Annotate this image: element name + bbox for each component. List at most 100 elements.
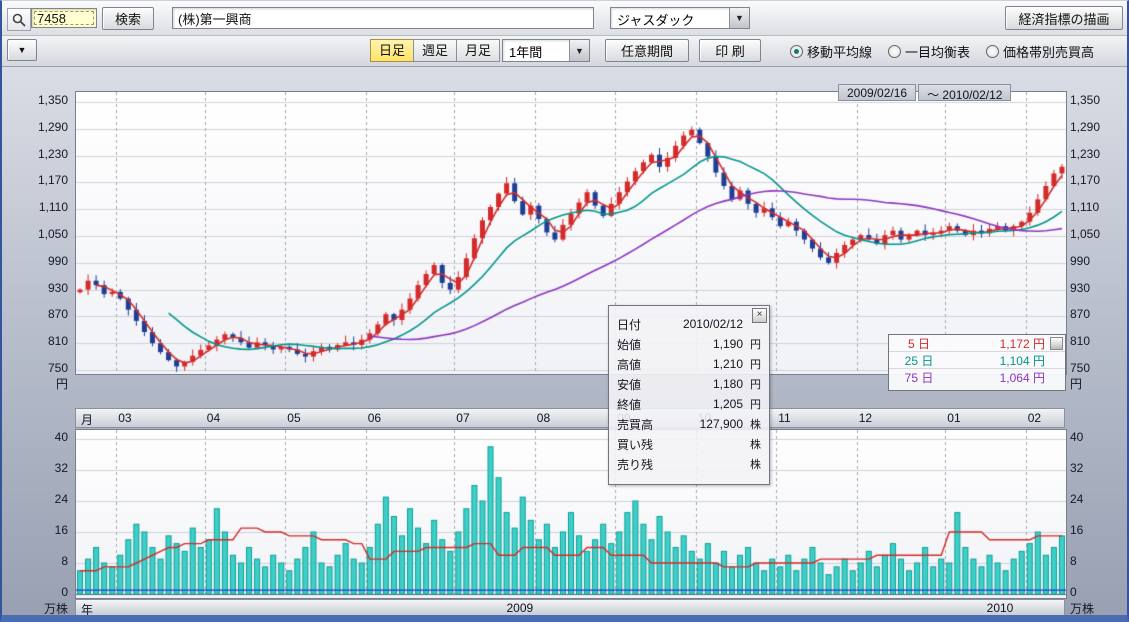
legend-row: 25 日1,104 円 xyxy=(889,352,1065,369)
price-axis-label-right: 930 xyxy=(1070,281,1090,295)
price-chart[interactable] xyxy=(75,91,1067,375)
tooltip-row-unit: 円 xyxy=(743,336,761,352)
volume-axis-label-right: 24 xyxy=(1070,492,1083,506)
radio-icon xyxy=(986,45,999,58)
stock-chart-app: 検索 ジャスダック ▼ 経済指標の描画 ▼ 日足 週足 月足 1年間 ▼ 任意期… xyxy=(0,0,1129,622)
price-axis-label-right: 870 xyxy=(1070,307,1090,321)
date-separator: ～ xyxy=(927,88,939,102)
tooltip-row-value: 2010/02/12 xyxy=(669,317,743,331)
chevron-down-icon[interactable]: ▼ xyxy=(569,40,589,61)
month-axis-label: 04 xyxy=(207,411,220,425)
radio-label: 一目均衡表 xyxy=(905,42,970,61)
price-axis-label-right: 750 xyxy=(1070,361,1090,375)
year-axis-label: 2009 xyxy=(507,601,534,615)
tooltip-row-unit: 円 xyxy=(743,356,761,372)
price-axis-unit-left: 円 xyxy=(2,375,68,392)
tooltip-row: 買い残株 xyxy=(609,434,769,454)
month-axis-label: 05 xyxy=(287,411,300,425)
volume-axis-label-left: 0 xyxy=(2,585,68,599)
chevron-down-icon: ▼ xyxy=(18,45,27,55)
price-axis-label-left: 1,050 xyxy=(2,227,68,241)
tooltip-rows: 日付2010/02/12始値1,190円高値1,210円安値1,180円終値1,… xyxy=(609,314,769,474)
volume-axis-label-right: 32 xyxy=(1070,461,1083,475)
price-tooltip: × 日付2010/02/12始値1,190円高値1,210円安値1,180円終値… xyxy=(608,305,770,485)
period-select-value: 1年間 xyxy=(503,40,569,61)
tooltip-row-label: 売買高 xyxy=(617,416,669,433)
month-axis-label: 11 xyxy=(778,411,790,425)
indicator-radio-group: 移動平均線 一目均衡表 価格帯別売買高 xyxy=(790,41,1094,61)
price-axis-label-left: 1,290 xyxy=(2,120,68,134)
print-button[interactable]: 印 刷 xyxy=(699,39,761,62)
month-axis-label: 07 xyxy=(456,411,469,425)
legend-row-label: 25 日 xyxy=(895,352,943,369)
tooltip-row-unit: 株 xyxy=(743,456,761,472)
tab-daily[interactable]: 日足 xyxy=(370,39,414,62)
price-axis-label-right: 810 xyxy=(1070,334,1090,348)
price-axis-label-left: 870 xyxy=(2,307,68,321)
month-axis-label: 02 xyxy=(1028,411,1041,425)
volume-axis-label-left: 40 xyxy=(2,430,68,444)
year-axis-title: 年 xyxy=(81,601,93,618)
economic-indicator-button[interactable]: 経済指標の描画 xyxy=(1005,6,1123,30)
tooltip-row: 高値1,210円 xyxy=(609,354,769,374)
stock-code-input[interactable] xyxy=(31,8,97,28)
month-axis-label: 06 xyxy=(368,411,381,425)
radio-icon xyxy=(888,45,901,58)
volume-axis-label-right: 40 xyxy=(1070,430,1083,444)
volume-axis-label-left: 24 xyxy=(2,492,68,506)
tooltip-row-unit: 円 xyxy=(743,376,761,392)
volume-axis-label-left: 32 xyxy=(2,461,68,475)
stock-name-input[interactable] xyxy=(172,7,594,29)
legend-row: 75 日1,064 円 xyxy=(889,369,1065,386)
period-tabs: 日足 週足 月足 xyxy=(370,39,500,62)
search-button[interactable]: 検索 xyxy=(102,7,154,30)
legend-row-value: 1,104 円 xyxy=(943,352,1059,369)
tooltip-row: 安値1,180円 xyxy=(609,374,769,394)
market-select[interactable]: ジャスダック ▼ xyxy=(610,7,750,29)
tooltip-row-unit: 株 xyxy=(743,416,761,432)
tooltip-row-value: 1,190 xyxy=(669,337,743,351)
tooltip-row-label: 安値 xyxy=(617,376,669,393)
date-to-box: ～ 2010/02/12 xyxy=(918,84,1011,101)
date-from: 2009/02/16 xyxy=(838,84,916,101)
chevron-down-icon[interactable]: ▼ xyxy=(729,8,749,28)
period-select[interactable]: 1年間 ▼ xyxy=(502,39,590,62)
radio-ichimoku[interactable]: 一目均衡表 xyxy=(888,42,970,61)
price-axis-label-left: 1,110 xyxy=(2,200,68,214)
tooltip-row-value: 1,210 xyxy=(669,357,743,371)
tooltip-row-label: 終値 xyxy=(617,396,669,413)
ma-legend: 5 日1,172 円25 日1,104 円75 日1,064 円 xyxy=(888,334,1066,391)
month-axis-label: 08 xyxy=(537,411,550,425)
year-axis-label: 2010 xyxy=(987,601,1014,615)
radio-moving-average[interactable]: 移動平均線 xyxy=(790,42,872,61)
legend-collapse-button[interactable] xyxy=(1050,337,1063,350)
volume-axis-unit-right: 万株 xyxy=(1070,600,1094,617)
price-axis-label-right: 1,050 xyxy=(1070,227,1100,241)
volume-axis-unit-left: 万株 xyxy=(2,600,68,617)
top-toolbar: 検索 ジャスダック ▼ 経済指標の描画 xyxy=(2,1,1127,36)
custom-period-button[interactable]: 任意期間 xyxy=(605,39,689,62)
tab-monthly[interactable]: 月足 xyxy=(456,39,500,62)
legend-row-label: 5 日 xyxy=(895,335,943,352)
tooltip-row-label: 始値 xyxy=(617,336,669,353)
volume-chart[interactable] xyxy=(75,429,1067,599)
radio-volume-by-price[interactable]: 価格帯別売買高 xyxy=(986,42,1094,61)
price-axis-label-right: 1,230 xyxy=(1070,147,1100,161)
volume-axis-label-left: 8 xyxy=(2,554,68,568)
search-icon xyxy=(7,8,31,31)
tab-weekly[interactable]: 週足 xyxy=(413,39,457,62)
price-axis-label-left: 1,230 xyxy=(2,147,68,161)
expand-panel-button[interactable]: ▼ xyxy=(7,39,37,61)
price-axis-label-left: 810 xyxy=(2,334,68,348)
price-axis-label-left: 990 xyxy=(2,254,68,268)
tooltip-row: 日付2010/02/12 xyxy=(609,314,769,334)
legend-rows: 5 日1,172 円25 日1,104 円75 日1,064 円 xyxy=(889,335,1065,386)
price-axis-label-left: 1,170 xyxy=(2,173,68,187)
volume-axis-label-right: 8 xyxy=(1070,554,1077,568)
month-axis xyxy=(75,408,1065,428)
chart-toolbar: ▼ 日足 週足 月足 1年間 ▼ 任意期間 印 刷 移動平均線 一目均衡表 価格… xyxy=(2,36,1127,67)
price-axis-label-left: 930 xyxy=(2,281,68,295)
month-axis-label: 03 xyxy=(118,411,131,425)
tooltip-row-value: 127,900 xyxy=(669,417,743,431)
tooltip-row-label: 買い残 xyxy=(617,436,669,453)
